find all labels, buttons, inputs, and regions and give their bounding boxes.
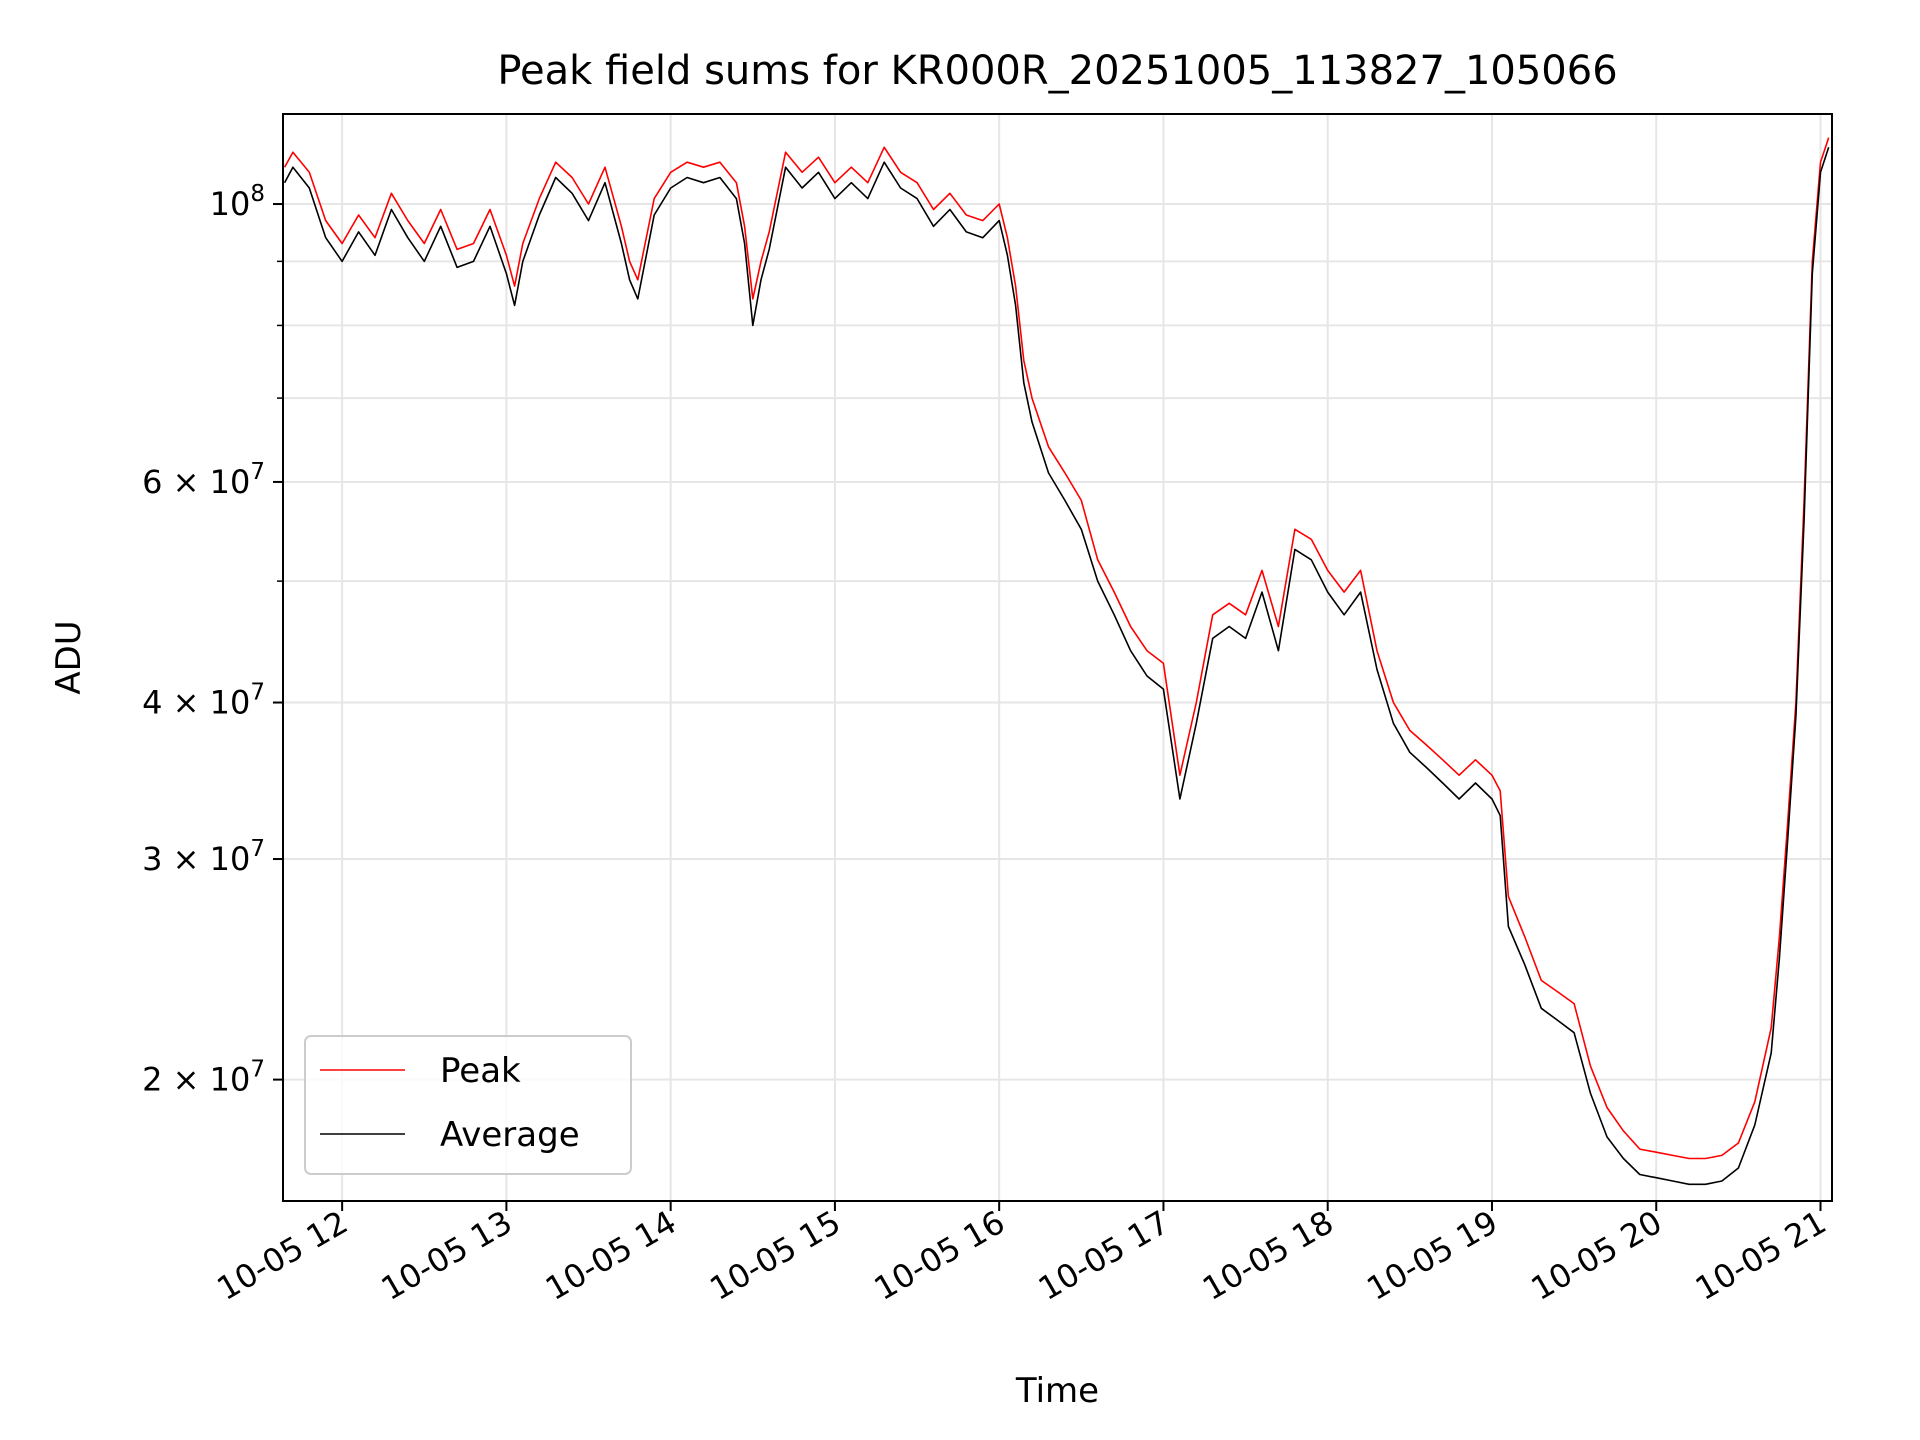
legend-peak-label: Peak	[440, 1051, 521, 1091]
chart-title: Peak field sums for KR000R_20251005_1138…	[497, 48, 1617, 94]
y-tick-label: 4 × 107	[142, 680, 265, 722]
y-tick-label-exponent: 7	[250, 680, 265, 706]
series-line-average	[283, 147, 1830, 1186]
y-tick-label: 3 × 107	[142, 836, 265, 878]
y-tick-label-base: 10	[210, 185, 251, 223]
y-tick-label-base: 2 × 10	[142, 1061, 250, 1099]
y-tick-label-base: 6 × 10	[142, 463, 250, 501]
series-layer	[283, 137, 1830, 1186]
y-tick-label-base: 4 × 10	[142, 684, 250, 722]
legend-average-label: Average	[440, 1115, 580, 1155]
y-tick-label-exponent: 8	[250, 181, 265, 207]
legend: Peak Average	[304, 1035, 632, 1175]
x-axis-label: Time	[1015, 1371, 1099, 1411]
y-tick-label-exponent: 7	[250, 459, 265, 485]
plot-frame	[282, 113, 1833, 1202]
series-line-peak	[283, 137, 1830, 1160]
y-tick-label-exponent: 7	[250, 1057, 265, 1083]
y-tick-label: 108	[210, 181, 265, 223]
y-tick-label: 6 × 107	[142, 459, 265, 501]
grid	[283, 114, 1832, 1201]
y-tick-label-exponent: 7	[250, 836, 265, 862]
y-axis-label: ADU	[49, 620, 89, 694]
y-tick-label-base: 3 × 10	[142, 840, 250, 878]
y-tick-label: 2 × 107	[142, 1057, 265, 1099]
